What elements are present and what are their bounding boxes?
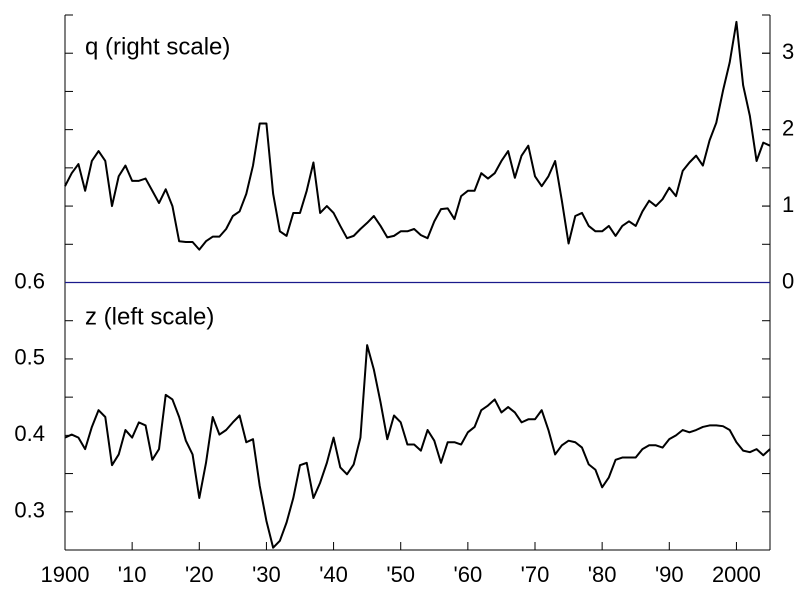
- series-line: [64, 344, 771, 549]
- series-line: [64, 20, 771, 251]
- y-tick-label: 0.3: [14, 498, 45, 523]
- y2-tick-label: 2: [782, 115, 794, 140]
- annotation: q (right scale): [85, 33, 230, 60]
- y-tick-label: 0.5: [14, 345, 45, 370]
- x-tick-label: '30: [252, 562, 281, 587]
- x-tick-label: '20: [185, 562, 214, 587]
- x-tick-label: '70: [521, 562, 550, 587]
- x-tick-label: '50: [386, 562, 415, 587]
- x-tick-label: '40: [319, 562, 348, 587]
- y2-tick-label: 1: [782, 192, 794, 217]
- x-tick-label: '90: [655, 562, 684, 587]
- y-tick-label: 0.4: [14, 421, 45, 446]
- x-tick-label: '80: [588, 562, 617, 587]
- y-tick-label: 0.6: [14, 268, 45, 293]
- x-tick-label: '60: [454, 562, 483, 587]
- x-tick-label: '10: [118, 562, 147, 587]
- x-tick-label: 1900: [41, 562, 90, 587]
- y2-tick-label: 3: [782, 39, 794, 64]
- y2-tick-label: 0: [782, 268, 794, 293]
- x-tick-label: 2000: [712, 562, 761, 587]
- annotation: z (left scale): [85, 303, 214, 330]
